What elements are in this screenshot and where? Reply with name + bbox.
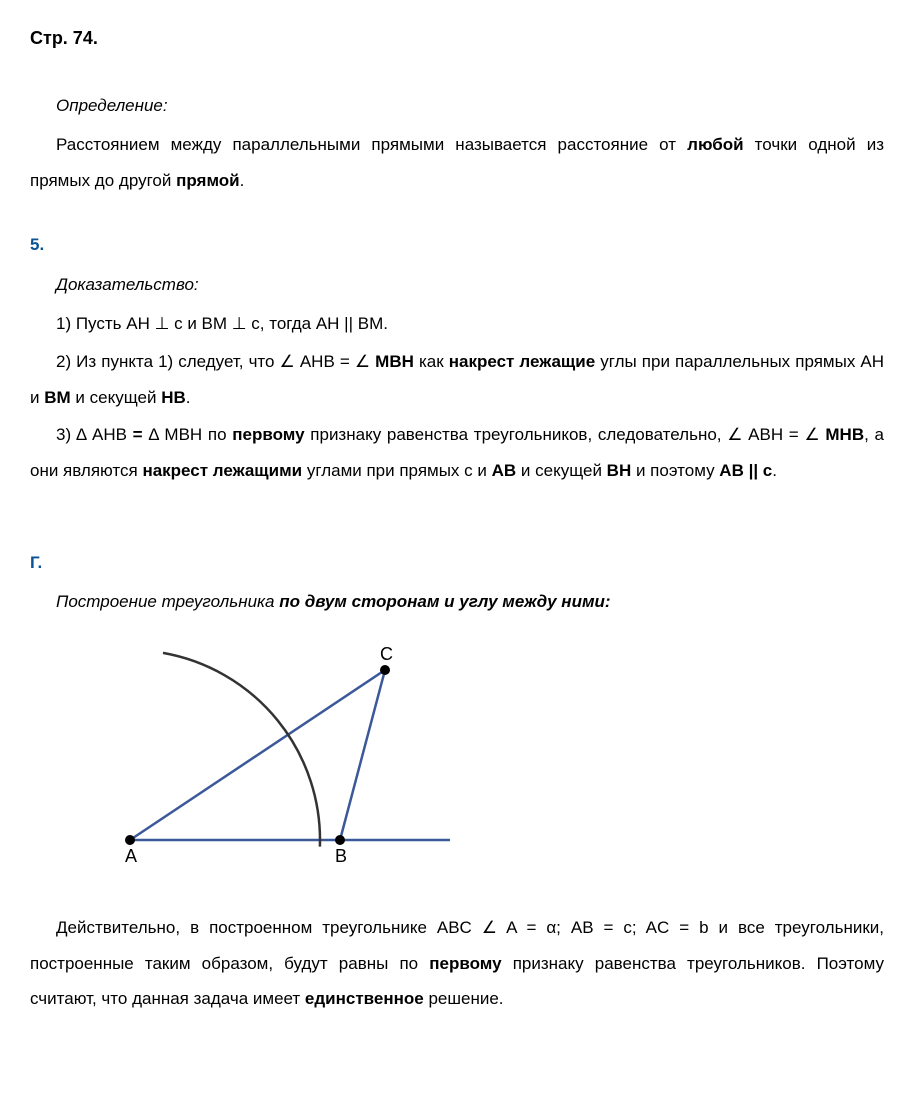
text: Δ MBH по <box>143 425 233 444</box>
section-5-heading: 5. <box>30 227 884 263</box>
text-bold: накрест лежащими <box>142 461 302 480</box>
text: и секущей <box>71 388 162 407</box>
text-bold: MHB <box>825 425 864 444</box>
text-bold: по двум сторонам и углу между ними: <box>279 592 610 611</box>
proof-line-2: 2) Из пункта 1) следует, что ∠ AHB = ∠ M… <box>30 344 884 415</box>
page-header: Стр. 74. <box>30 20 884 58</box>
proof-line-1: 1) Пусть AH ⊥ c и BM ⊥ c, тогда AH || BM… <box>30 306 884 342</box>
text: углами при прямых c и <box>302 461 491 480</box>
text: как <box>414 352 449 371</box>
text-bold: BH <box>607 461 632 480</box>
text-bold: любой <box>687 135 743 154</box>
text: решение. <box>424 989 504 1008</box>
text-bold: HB <box>161 388 186 407</box>
text-bold: AB || c <box>719 461 772 480</box>
svg-text:C: C <box>380 644 393 664</box>
text: . <box>186 388 191 407</box>
text-bold: единственное <box>305 989 424 1008</box>
section-g-heading: Г. <box>30 545 884 581</box>
text-bold: MBH <box>375 352 414 371</box>
text: Построение треугольника <box>56 592 279 611</box>
proof-line-3: 3) Δ AHB = Δ MBH по первому признаку рав… <box>30 417 884 488</box>
text: 2) Из пункта 1) следует, что ∠ AHB = ∠ <box>56 352 375 371</box>
text-bold: AB <box>492 461 517 480</box>
triangle-svg: A B C <box>90 640 470 880</box>
text: . <box>240 171 245 190</box>
definition-text: Расстоянием между параллельными прямыми … <box>30 127 884 198</box>
text-bold: = <box>133 425 143 444</box>
text-bold: BM <box>44 388 70 407</box>
text-bold: первому <box>429 954 501 973</box>
text-bold: прямой <box>176 171 240 190</box>
text: Расстоянием между параллельными прямыми … <box>56 135 687 154</box>
text: и поэтому <box>631 461 719 480</box>
text: признаку равенства треугольников, следов… <box>305 425 826 444</box>
text: . <box>772 461 777 480</box>
proof-title: Доказательство: <box>56 267 884 303</box>
svg-text:B: B <box>335 846 347 866</box>
construction-title: Построение треугольника по двум сторонам… <box>56 584 884 620</box>
conclusion-text: Действительно, в построенном треугольник… <box>30 910 884 1017</box>
proof-block: Доказательство: 1) Пусть AH ⊥ c и BM ⊥ c… <box>30 267 884 489</box>
svg-text:A: A <box>125 846 137 866</box>
definition-title: Определение: <box>56 88 884 124</box>
triangle-figure: A B C <box>90 640 884 880</box>
text-bold: первому <box>232 425 304 444</box>
text-bold: накрест лежащие <box>449 352 595 371</box>
definition-block: Определение: Расстоянием между параллель… <box>30 88 884 199</box>
text: 3) Δ AHB <box>56 425 133 444</box>
text: и секущей <box>516 461 607 480</box>
